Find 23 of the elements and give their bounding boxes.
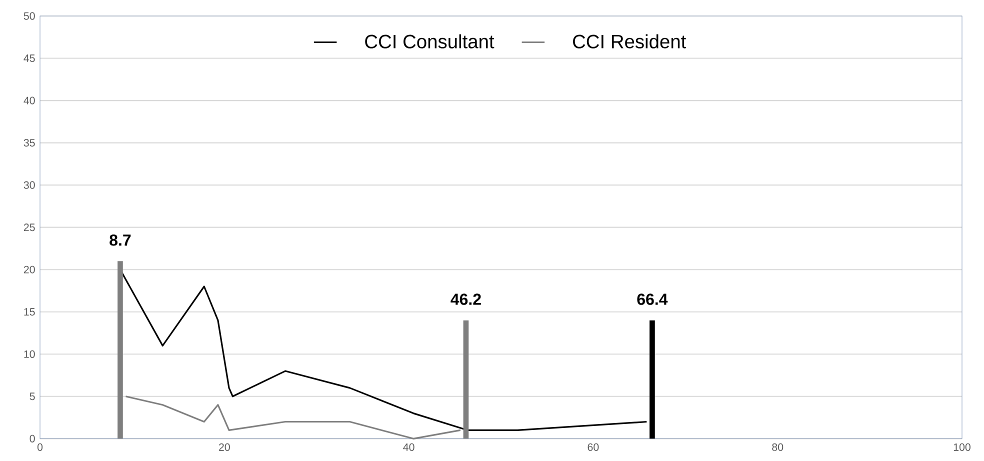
x-tick-label: 100 xyxy=(954,443,970,451)
y-tick-label: 35 xyxy=(24,138,35,146)
y-tick-label: 10 xyxy=(24,350,35,358)
x-tick-label: 80 xyxy=(772,443,784,451)
annotation: 66.4 xyxy=(637,293,668,305)
y-tick-label: 45 xyxy=(24,54,35,62)
y-tick-label: 40 xyxy=(24,96,35,104)
y-tick-label: 5 xyxy=(30,392,35,400)
annotation: 46.2 xyxy=(450,293,481,305)
legend-label: CCI Resident xyxy=(573,34,686,48)
line-series xyxy=(124,395,462,440)
y-tick-label: 0 xyxy=(30,434,35,442)
y-tick-label: 20 xyxy=(24,266,35,274)
x-tick-label: 20 xyxy=(219,443,230,451)
y-tick-label: 25 xyxy=(24,223,35,231)
x-tick-label: 40 xyxy=(403,443,414,451)
y-tick-label: 15 xyxy=(24,308,35,316)
legend-label: CCI Consultant xyxy=(365,34,494,48)
x-tick-label: 0 xyxy=(37,443,43,451)
y-tick-label: 50 xyxy=(24,12,35,20)
y-tick-label: 30 xyxy=(24,181,35,189)
x-tick-label: 60 xyxy=(588,443,599,451)
annotation: 8.7 xyxy=(110,234,131,246)
